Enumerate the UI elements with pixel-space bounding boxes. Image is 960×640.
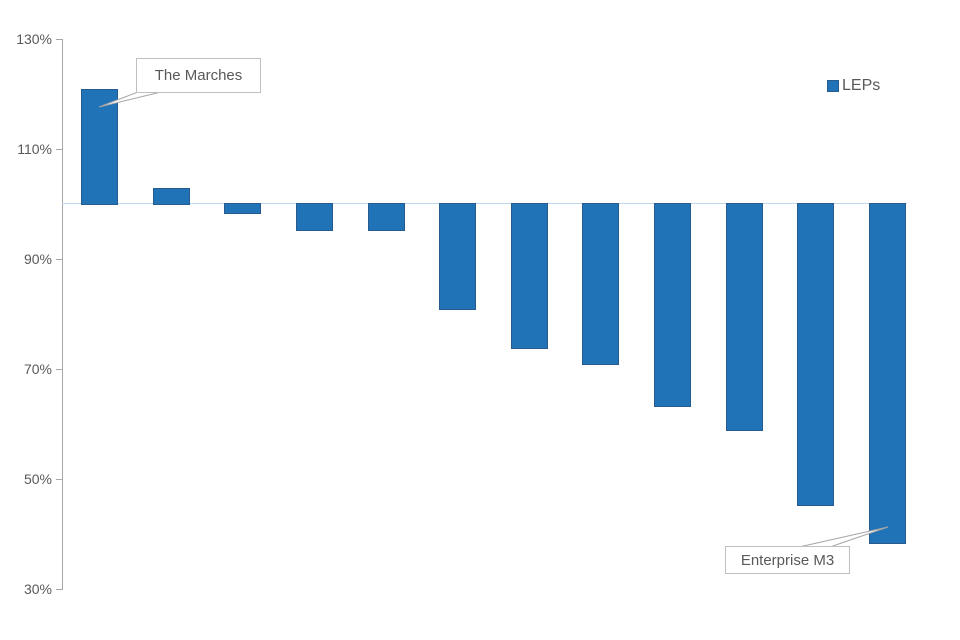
bar-4[interactable] [296, 203, 333, 231]
y-axis-tick [56, 369, 62, 370]
y-axis-tick-label: 50% [23, 471, 52, 487]
bar-11[interactable] [797, 203, 834, 506]
bar-12[interactable] [869, 203, 906, 544]
bar-5[interactable] [368, 203, 405, 231]
y-axis-line [62, 39, 63, 590]
y-axis-tick [56, 479, 62, 480]
y-axis-tick-label: 90% [23, 251, 52, 267]
bar-10[interactable] [726, 203, 763, 431]
legend: LEPs [827, 78, 880, 94]
legend-label: LEPs [842, 77, 881, 94]
y-axis-tick-label: 70% [23, 361, 52, 377]
bar-6[interactable] [439, 203, 476, 310]
y-axis-tick-label: 130% [16, 31, 52, 47]
callout-the-marches: The Marches [136, 58, 261, 93]
y-axis-tick [56, 259, 62, 260]
bar-2[interactable] [153, 188, 190, 205]
y-axis-tick-label: 110% [17, 141, 52, 157]
callout-enterprise-m3-label: Enterprise M3 [740, 551, 835, 569]
legend-swatch-icon [827, 80, 839, 92]
bar-7[interactable] [511, 203, 548, 349]
bar-8[interactable] [582, 203, 619, 365]
callout-the-marches-label: The Marches [154, 67, 243, 84]
y-axis-tick [56, 589, 62, 590]
y-axis-tick [56, 149, 62, 150]
baseline-100-percent-line [62, 203, 907, 204]
callout-enterprise-m3: Enterprise M3 [725, 546, 850, 574]
y-axis-tick-label: 30% [23, 581, 52, 597]
bar-9[interactable] [654, 203, 691, 407]
bar-1[interactable] [81, 89, 118, 205]
y-axis-tick [56, 39, 62, 40]
bar-3[interactable] [224, 203, 261, 214]
